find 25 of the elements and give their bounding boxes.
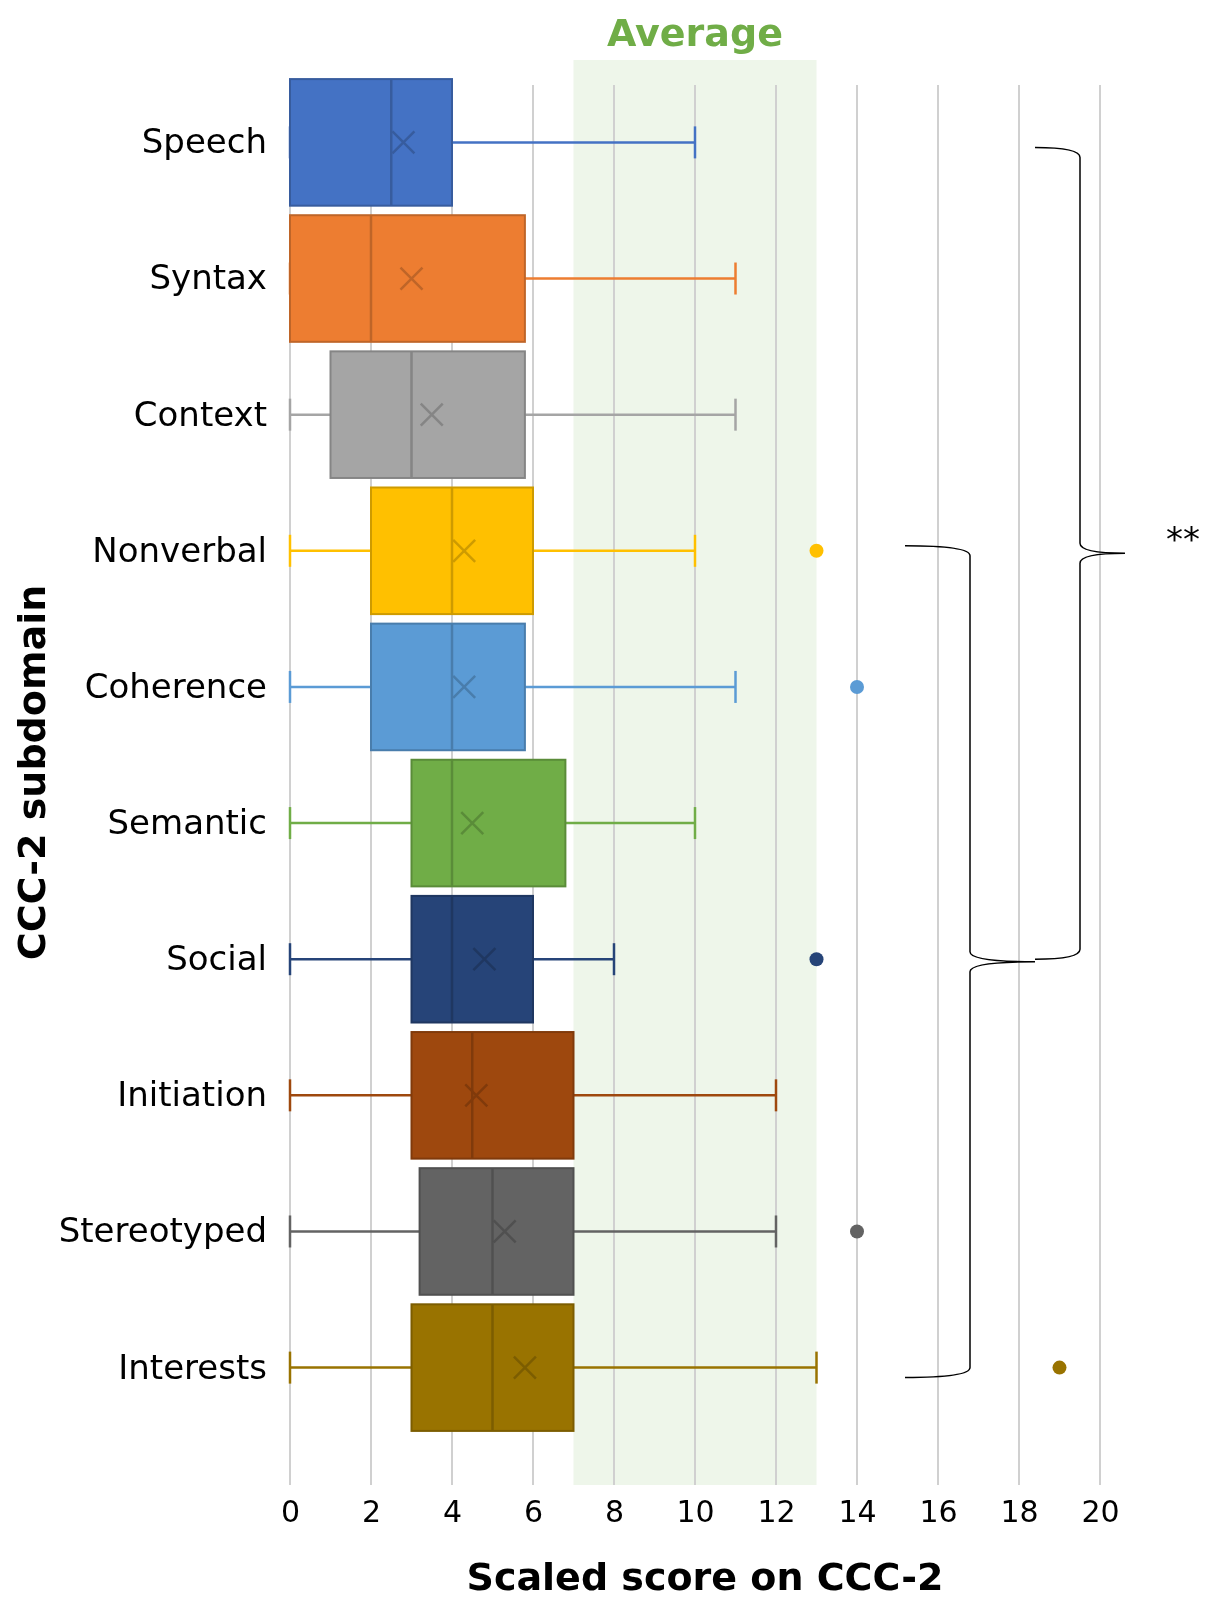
- x-tick-label: 6: [523, 1494, 544, 1530]
- x-tick-label: 2: [361, 1494, 382, 1530]
- x-tick-label: 16: [919, 1494, 958, 1530]
- y-tick-label: Speech: [141, 121, 267, 162]
- y-axis-title: CCC-2 subdomain: [10, 584, 54, 961]
- y-tick-label: Coherence: [84, 665, 267, 706]
- x-tick-label: 12: [757, 1494, 796, 1530]
- x-tick-label: 20: [1081, 1494, 1120, 1530]
- x-tick-label: 8: [604, 1494, 625, 1530]
- text: **: [1166, 518, 1200, 559]
- x-tick-label: 10: [676, 1494, 715, 1530]
- x-tick-label: 14: [838, 1494, 877, 1530]
- y-tick-label: Stereotyped: [58, 1210, 267, 1251]
- y-tick-label: Initiation: [117, 1074, 267, 1115]
- x-axis-title: Scaled score on CCC-2: [466, 1555, 944, 1599]
- x-tick-label: 18: [1000, 1494, 1039, 1530]
- x-tick-label: 4: [442, 1494, 463, 1530]
- y-tick-label: Context: [133, 393, 267, 434]
- band-label: Average: [607, 11, 783, 55]
- x-tick-label: 0: [280, 1494, 301, 1530]
- y-tick-label: Social: [166, 938, 267, 979]
- y-tick-label: Nonverbal: [92, 529, 267, 570]
- y-tick-label: Interests: [118, 1346, 267, 1387]
- y-tick-label: Syntax: [149, 257, 267, 298]
- y-tick-label: Semantic: [107, 801, 267, 842]
